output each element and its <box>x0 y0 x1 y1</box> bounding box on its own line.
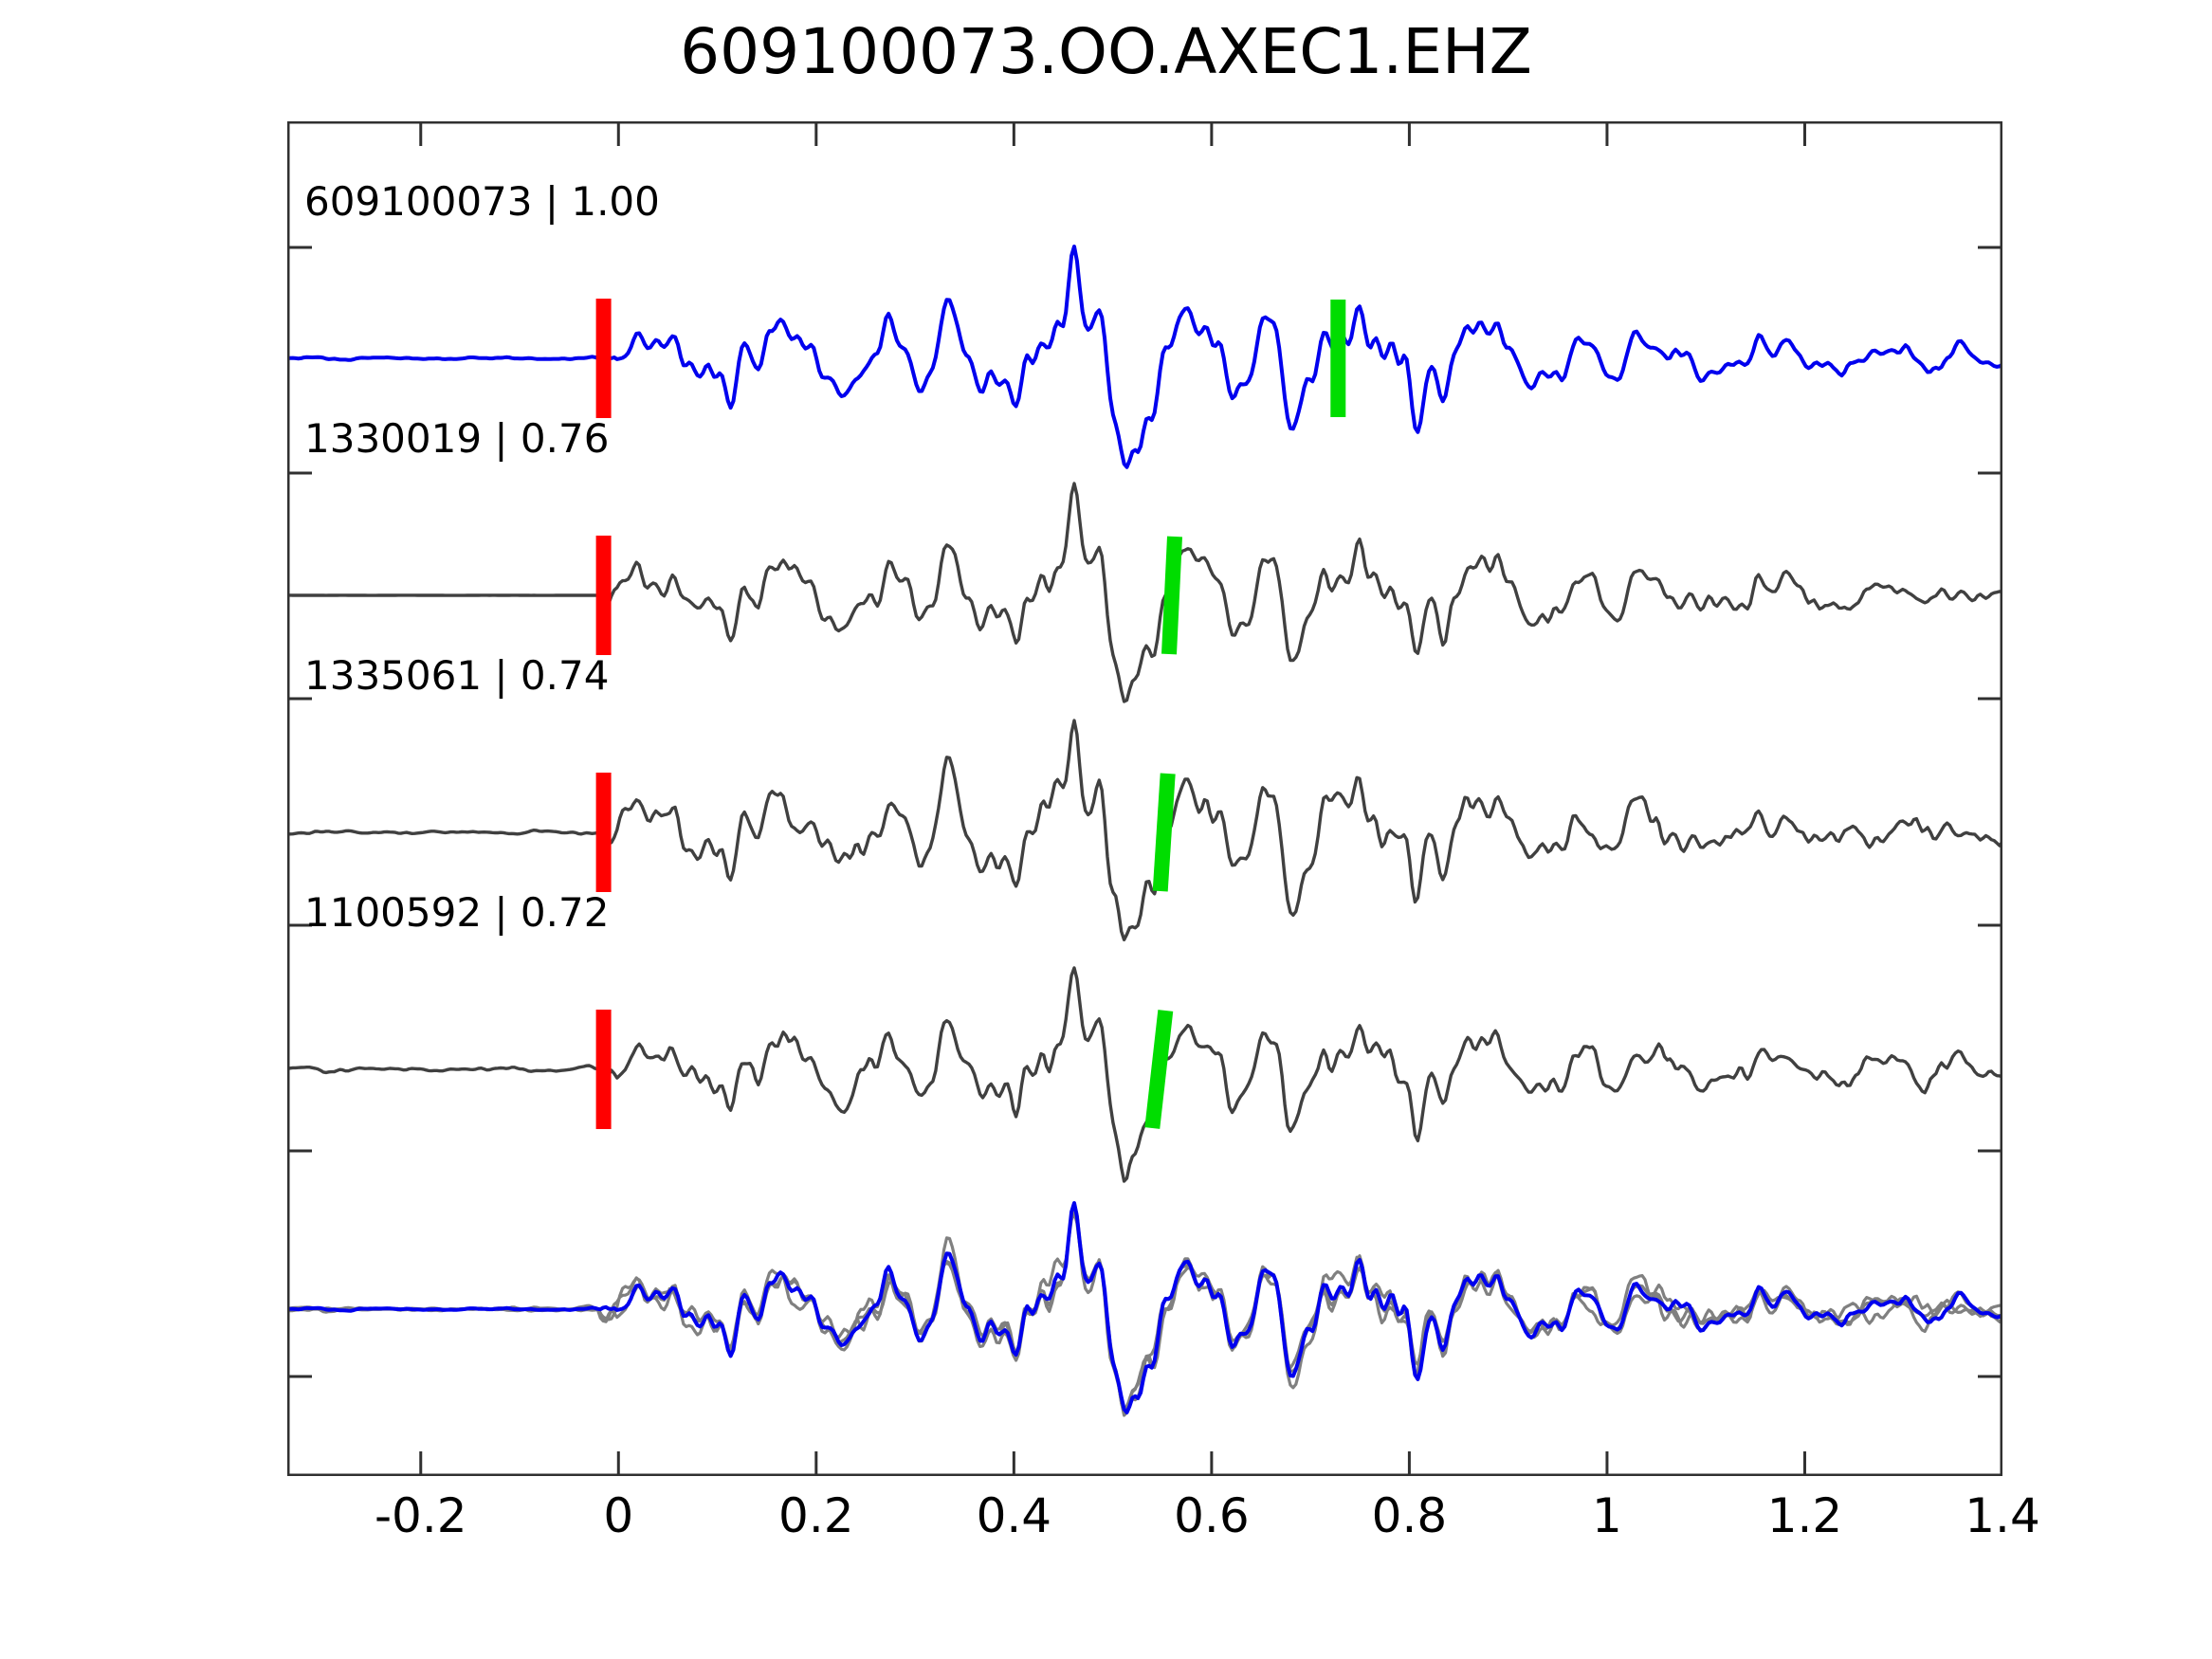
x-tick-label: 1 <box>1592 1488 1622 1543</box>
axis-ticks-group <box>289 123 2002 1474</box>
x-tick-label: 1.4 <box>1965 1488 2040 1543</box>
s-pick-marker <box>1152 773 1176 892</box>
x-tick-label: 0.2 <box>778 1488 854 1543</box>
waveform-trace <box>287 966 2002 1183</box>
waveform-trace <box>287 719 2002 941</box>
pick-markers-group <box>595 299 1346 1129</box>
overlay-trace-template <box>287 1201 2002 1414</box>
x-tick-label: 1.2 <box>1766 1488 1843 1543</box>
trace-label-1335061: 1335061 | 0.74 <box>304 652 610 699</box>
x-tick-label: 0.8 <box>1371 1488 1448 1543</box>
s-pick-marker <box>1161 536 1182 655</box>
x-tick-label: 0 <box>603 1488 634 1543</box>
x-tick-label: -0.2 <box>374 1488 467 1543</box>
waveform-plot-svg <box>287 121 2002 1476</box>
page-title: 609100073.OO.AXEC1.EHZ <box>680 15 1532 88</box>
plot-area: 609100073 | 1.00 1330019 | 0.76 1335061 … <box>287 121 2002 1476</box>
s-pick-marker <box>1144 1010 1174 1129</box>
trace-label-609100073: 609100073 | 1.00 <box>304 178 660 225</box>
x-tick-label: 0.4 <box>976 1488 1052 1543</box>
axis-frame <box>287 121 2002 1476</box>
axis-frame-group <box>287 121 2002 1476</box>
waveform-trace <box>287 482 2002 703</box>
x-tick-label: 0.6 <box>1174 1488 1250 1543</box>
trace-label-1100592: 1100592 | 0.72 <box>304 889 610 936</box>
traces-group <box>287 245 2002 1417</box>
x-axis-tick-labels: -0.2 0 0.2 0.4 0.6 0.8 1 1.2 1.4 <box>287 1488 2040 1555</box>
trace-label-1330019: 1330019 | 0.76 <box>304 415 610 462</box>
waveform-trace <box>287 245 2002 469</box>
